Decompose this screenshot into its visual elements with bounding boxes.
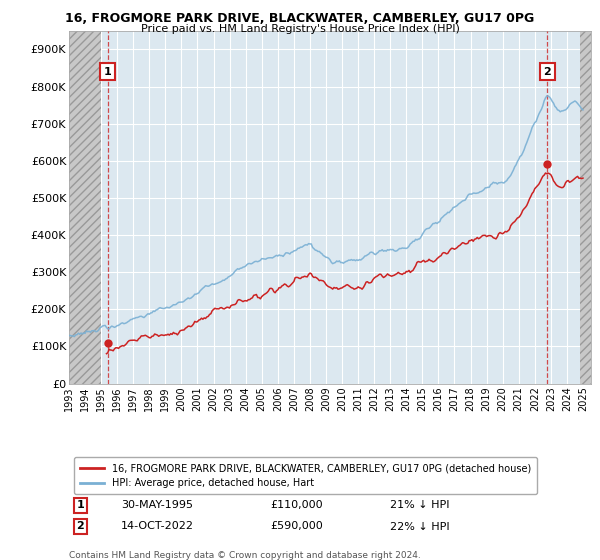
Text: 2: 2 xyxy=(544,67,551,77)
Text: 21% ↓ HPI: 21% ↓ HPI xyxy=(390,500,449,510)
Text: 1: 1 xyxy=(77,500,85,510)
Legend: 16, FROGMORE PARK DRIVE, BLACKWATER, CAMBERLEY, GU17 0PG (detached house), HPI: : 16, FROGMORE PARK DRIVE, BLACKWATER, CAM… xyxy=(74,458,537,494)
Text: 16, FROGMORE PARK DRIVE, BLACKWATER, CAMBERLEY, GU17 0PG: 16, FROGMORE PARK DRIVE, BLACKWATER, CAM… xyxy=(65,12,535,25)
Text: £590,000: £590,000 xyxy=(270,521,323,531)
Text: 22% ↓ HPI: 22% ↓ HPI xyxy=(390,521,449,531)
Bar xyxy=(69,31,101,384)
Text: Price paid vs. HM Land Registry's House Price Index (HPI): Price paid vs. HM Land Registry's House … xyxy=(140,24,460,34)
Text: £110,000: £110,000 xyxy=(270,500,323,510)
Text: 14-OCT-2022: 14-OCT-2022 xyxy=(121,521,194,531)
Text: 30-MAY-1995: 30-MAY-1995 xyxy=(121,500,193,510)
Text: 1: 1 xyxy=(104,67,112,77)
Bar xyxy=(580,31,591,384)
Text: 2: 2 xyxy=(77,521,85,531)
Text: Contains HM Land Registry data © Crown copyright and database right 2024.
This d: Contains HM Land Registry data © Crown c… xyxy=(69,551,421,560)
